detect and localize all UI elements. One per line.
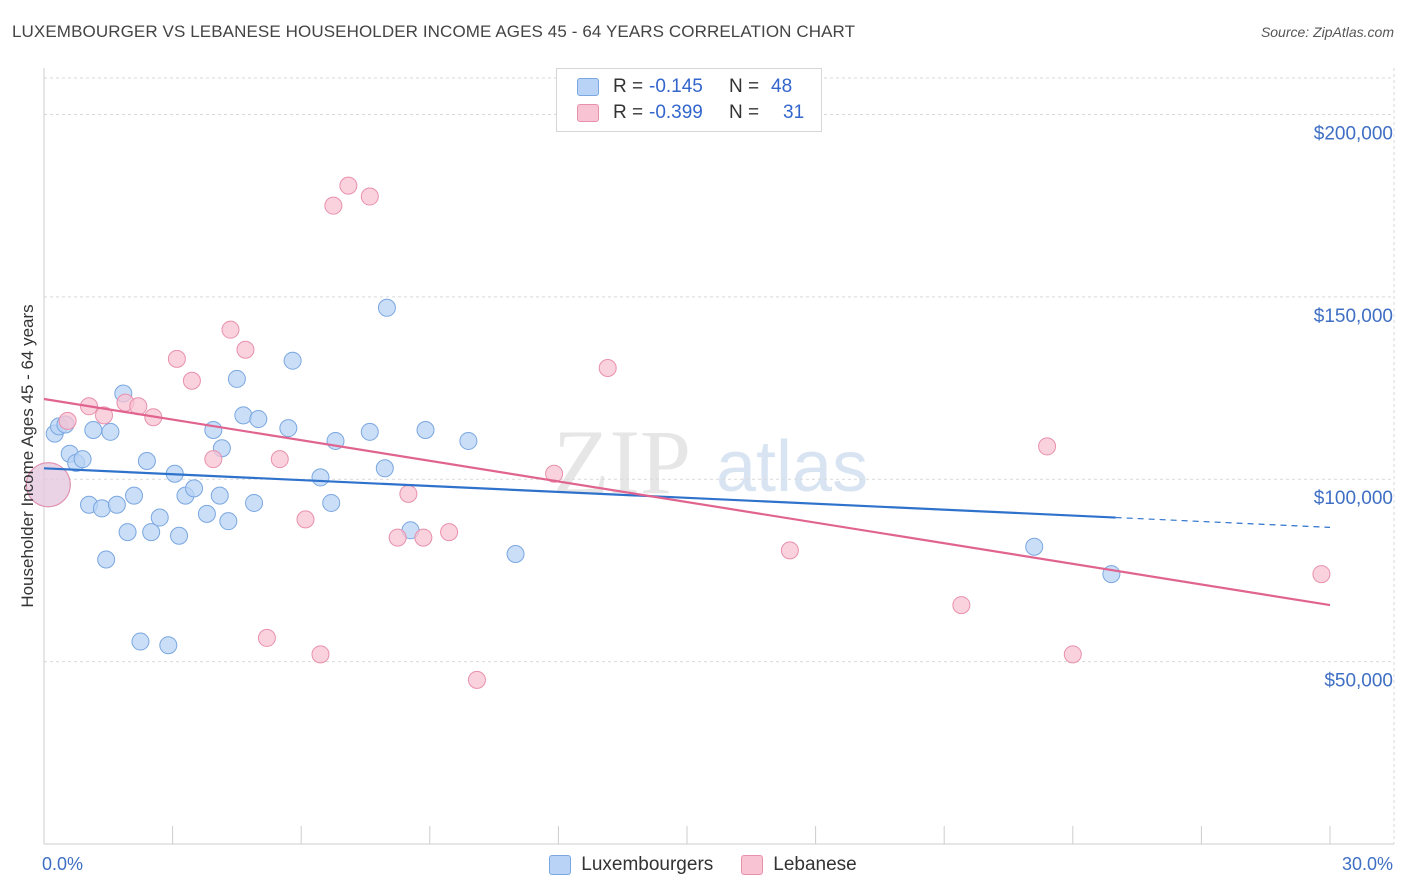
point-lebanese <box>399 484 418 503</box>
point-lebanese <box>25 462 71 508</box>
watermark-atlas: atlas <box>716 427 868 507</box>
point-luxembourgers <box>101 422 120 441</box>
point-lebanese <box>167 349 186 368</box>
legend-swatch-lebanese <box>577 104 599 122</box>
legend-r-label: R = <box>613 76 644 97</box>
point-luxembourgers <box>1025 537 1044 556</box>
point-luxembourgers <box>227 369 246 388</box>
point-lebanese <box>414 528 433 547</box>
point-luxembourgers <box>245 493 264 512</box>
legend-item-lebanese[interactable]: Lebanese <box>741 854 857 876</box>
point-lebanese <box>221 320 240 339</box>
point-lebanese <box>257 628 276 647</box>
point-luxembourgers <box>73 450 92 469</box>
point-lebanese <box>58 411 77 430</box>
trendline-extension-luxembourgers <box>1115 516 1331 528</box>
legend-r-value-luxembourgers: -0.145 <box>649 76 703 97</box>
y-axis-label: Householder Income Ages 45 - 64 years <box>18 304 37 608</box>
legend-swatch-lebanese <box>741 855 764 875</box>
point-luxembourgers <box>360 422 379 441</box>
point-luxembourgers <box>234 406 253 425</box>
legend-row-lebanese: R = -0.399 N = 31 <box>577 101 804 125</box>
point-lebanese <box>467 670 486 689</box>
legend-n-label: N = <box>729 76 760 97</box>
point-luxembourgers <box>210 486 229 505</box>
y-tick-label: $100,000 <box>1314 488 1393 509</box>
point-lebanese <box>296 510 315 529</box>
point-luxembourgers <box>219 512 238 531</box>
point-lebanese <box>270 450 289 469</box>
x-tick-label: 30.0% <box>1342 854 1393 874</box>
point-luxembourgers <box>170 526 189 545</box>
point-lebanese <box>1063 645 1082 664</box>
point-lebanese <box>324 196 343 215</box>
point-luxembourgers <box>137 452 156 470</box>
point-luxembourgers <box>92 499 111 518</box>
point-lebanese <box>236 340 255 359</box>
legend-n-label: N = <box>729 102 760 123</box>
point-luxembourgers <box>142 523 161 542</box>
point-luxembourgers <box>459 431 478 450</box>
point-lebanese <box>339 176 358 195</box>
source-label: Source: ZipAtlas.com <box>1260 24 1394 40</box>
legend-row-luxembourgers: R = -0.145 N = 48 <box>577 75 792 99</box>
point-luxembourgers <box>107 495 126 514</box>
point-luxembourgers <box>150 508 169 527</box>
legend-n-value-lebanese: 31 <box>783 102 805 123</box>
trendline-lebanese <box>43 397 1331 607</box>
point-lebanese <box>95 406 114 425</box>
point-luxembourgers <box>322 493 341 512</box>
point-luxembourgers <box>311 468 330 487</box>
chart-title: LUXEMBOURGER VS LEBANESE HOUSEHOLDER INC… <box>12 22 856 41</box>
legend-label-luxembourgers: Luxembourgers <box>581 854 714 875</box>
correlation-legend: R = -0.145 N = 48 R = -0.399 N = 31 <box>556 68 822 132</box>
legend-n-value-luxembourgers: 48 <box>771 76 793 97</box>
point-lebanese <box>1312 565 1331 584</box>
point-luxembourgers <box>283 351 302 370</box>
legend-item-luxembourgers[interactable]: Luxembourgers <box>549 854 713 876</box>
point-lebanese <box>388 528 407 547</box>
point-luxembourgers <box>506 545 525 564</box>
point-luxembourgers <box>416 420 435 439</box>
point-lebanese <box>598 358 617 377</box>
x-tick-label: 0.0% <box>42 854 83 874</box>
legend-r-value-lebanese: -0.399 <box>649 102 703 123</box>
point-lebanese <box>204 450 223 469</box>
point-luxembourgers <box>131 632 150 651</box>
point-luxembourgers <box>97 550 116 569</box>
point-luxembourgers <box>185 479 204 498</box>
point-lebanese <box>311 645 330 664</box>
zipatlas-watermark: ZIP atlas <box>553 411 868 513</box>
y-tick-label: $150,000 <box>1314 306 1393 327</box>
legend-swatch-luxembourgers <box>549 855 572 875</box>
point-lebanese <box>360 187 379 206</box>
point-lebanese <box>545 464 564 483</box>
point-luxembourgers <box>204 420 223 439</box>
point-luxembourgers <box>84 420 103 439</box>
point-lebanese <box>1038 437 1057 456</box>
trendline-luxembourgers <box>43 467 1116 519</box>
point-luxembourgers <box>125 486 144 505</box>
series-legend: Luxembourgers Lebanese <box>0 852 1406 878</box>
point-luxembourgers <box>159 636 178 655</box>
point-lebanese <box>952 596 971 615</box>
y-tick-label: $200,000 <box>1314 123 1393 144</box>
point-luxembourgers <box>249 410 268 429</box>
point-luxembourgers <box>377 298 396 317</box>
point-luxembourgers <box>118 523 137 542</box>
legend-label-lebanese: Lebanese <box>773 854 857 875</box>
y-tick-label: $50,000 <box>1324 671 1393 692</box>
point-luxembourgers <box>375 459 394 478</box>
legend-r-label: R = <box>613 102 644 123</box>
legend-swatch-luxembourgers <box>577 78 599 96</box>
point-lebanese <box>440 523 459 542</box>
point-lebanese <box>182 371 201 390</box>
point-luxembourgers <box>279 419 298 438</box>
point-lebanese <box>780 541 799 560</box>
point-luxembourgers <box>197 504 216 523</box>
